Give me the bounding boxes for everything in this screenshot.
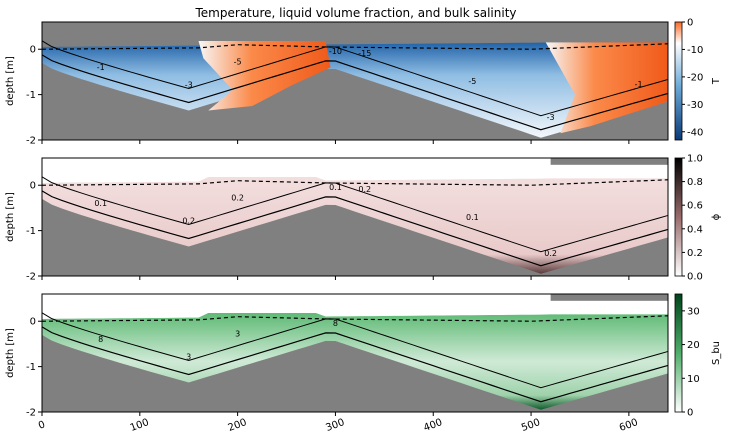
panel-2: 0.1 0.2 0.2 0.1 0.2 0.1 0.2 0 -1 -2 depth [m] 1.0 0.… bbox=[5, 154, 722, 283]
colorbar-tick-label: 0.0 bbox=[687, 272, 703, 283]
contour-label: -5 bbox=[468, 77, 476, 86]
colorbar-tick-label: 0.4 bbox=[687, 224, 703, 235]
y-tick-label: -1 bbox=[26, 90, 36, 101]
x-tick-label: 500 bbox=[520, 417, 542, 434]
colorbar-tick-label: 30 bbox=[687, 306, 700, 317]
y-tick-label: -1 bbox=[26, 362, 36, 373]
colorbar-label: S_bu bbox=[711, 341, 722, 365]
y-tick-label: -1 bbox=[26, 226, 36, 237]
contour-line bbox=[41, 40, 669, 117]
warm-region bbox=[198, 41, 331, 111]
colorbar-tick-label: 10 bbox=[687, 374, 700, 385]
waterline-dashed bbox=[41, 315, 669, 322]
contour-label: 0.2 bbox=[182, 217, 195, 226]
y-axis-label: depth [m] bbox=[5, 192, 16, 242]
colorbar bbox=[674, 157, 683, 277]
field-body bbox=[42, 177, 668, 274]
contour-label: -5 bbox=[234, 58, 242, 67]
colorbar-tick-label: 0 bbox=[687, 408, 693, 419]
contour-line bbox=[41, 326, 669, 403]
no-data-region bbox=[550, 158, 668, 165]
air-region bbox=[42, 158, 668, 183]
contour-label: -10 bbox=[329, 47, 342, 56]
air-region bbox=[42, 294, 668, 319]
waterline-dashed bbox=[41, 179, 669, 186]
warm-region bbox=[545, 42, 668, 134]
colorbar-tick-label: -10 bbox=[687, 45, 703, 56]
colorbar bbox=[674, 21, 683, 141]
colorbar-tick-label: -30 bbox=[687, 100, 703, 111]
colorbar-tick-label: -40 bbox=[687, 127, 703, 138]
colorbar-tick-label: 0.2 bbox=[687, 248, 703, 259]
contour-label: -1 bbox=[97, 63, 105, 72]
colorbar-tick-label: 20 bbox=[687, 340, 700, 351]
colorbar-label: ϕ bbox=[711, 213, 722, 220]
contour-label: -3 bbox=[185, 81, 193, 90]
waterline-dashed bbox=[41, 43, 669, 50]
colorbar-tick-label: 1.0 bbox=[687, 154, 703, 165]
axes-frame bbox=[41, 21, 669, 141]
colorbar bbox=[674, 293, 683, 413]
field-body bbox=[42, 313, 668, 410]
axes-frame bbox=[41, 157, 669, 277]
y-tick-label: -2 bbox=[26, 408, 36, 419]
x-tick-label: 200 bbox=[227, 417, 249, 434]
x-tick-label: 100 bbox=[129, 417, 151, 434]
no-data-region bbox=[550, 294, 668, 301]
y-tick-label: 0 bbox=[30, 45, 36, 56]
y-axis-label: depth [m] bbox=[5, 328, 16, 378]
colorbar-tick-label: -20 bbox=[687, 72, 703, 83]
contour-label: -1 bbox=[635, 80, 643, 89]
contour-label: 0.2 bbox=[231, 194, 244, 203]
x-tick-label: 300 bbox=[324, 417, 346, 434]
contour-label: 8 bbox=[333, 319, 338, 328]
colorbar-tick-label: 0 bbox=[687, 18, 693, 29]
colorbar-tick-label: 0.6 bbox=[687, 201, 703, 212]
y-axis-label: depth [m] bbox=[5, 56, 16, 106]
contour-label: -15 bbox=[358, 49, 371, 58]
y-tick-label: 0 bbox=[30, 181, 36, 192]
colorbar-label: T bbox=[711, 77, 722, 85]
contour-label: -3 bbox=[547, 113, 555, 122]
contour-label: 3 bbox=[235, 330, 240, 339]
contour-label: 8 bbox=[98, 335, 103, 344]
contour-label: 3 bbox=[186, 353, 191, 362]
chart-title: Temperature, liquid volume fraction, and… bbox=[194, 6, 516, 20]
contour-line bbox=[41, 190, 669, 267]
contour-label: 0.1 bbox=[94, 199, 107, 208]
contour-line bbox=[41, 176, 669, 253]
x-tick-label: 0 bbox=[37, 419, 47, 432]
y-tick-label: -2 bbox=[26, 272, 36, 283]
y-tick-label: 0 bbox=[30, 317, 36, 328]
y-tick-label: -2 bbox=[26, 136, 36, 147]
contour-label: 0.2 bbox=[544, 249, 557, 258]
x-tick-label: 600 bbox=[618, 417, 640, 434]
contour-label: 0.1 bbox=[466, 213, 479, 222]
field-body bbox=[42, 41, 668, 138]
axes-frame bbox=[41, 293, 669, 413]
colorbar-tick-label: 0.8 bbox=[687, 177, 703, 188]
air-region bbox=[42, 22, 668, 47]
contour-label: 0.2 bbox=[358, 185, 371, 194]
x-tick-label: 400 bbox=[422, 417, 444, 434]
contour-label: 0.1 bbox=[329, 183, 342, 192]
contour-line bbox=[41, 312, 669, 389]
contour-line bbox=[41, 54, 669, 131]
